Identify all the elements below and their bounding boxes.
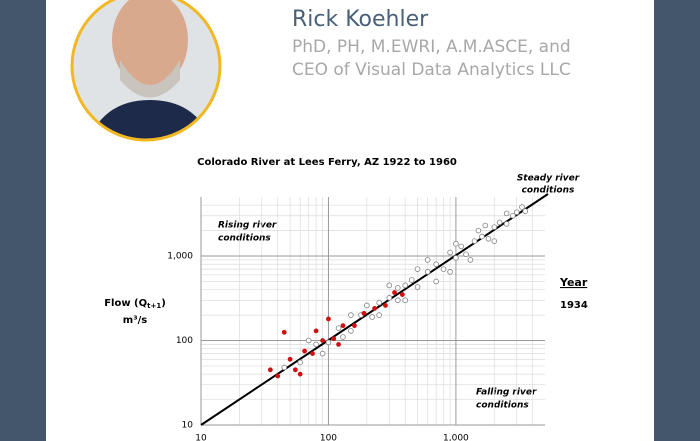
point (281, 329, 287, 335)
point (313, 341, 319, 348)
point (302, 348, 308, 354)
y-axis-unit: m³/s (123, 315, 147, 326)
annotation: Falling river (476, 388, 537, 398)
point (369, 314, 375, 320)
point (340, 334, 346, 340)
point (519, 204, 525, 210)
point (319, 350, 326, 357)
point (485, 236, 492, 242)
point (320, 338, 326, 343)
annotation: conditions (218, 234, 271, 244)
point (281, 364, 288, 371)
point (331, 336, 337, 342)
annotation: conditions (522, 186, 575, 196)
point (453, 240, 459, 247)
point (325, 339, 332, 346)
point (386, 295, 393, 301)
point (364, 302, 370, 309)
x-tick-label: 1,000 (443, 434, 469, 441)
y-tick-label: 100 (176, 336, 193, 346)
point (376, 312, 382, 318)
point (433, 261, 439, 268)
annotation: Rising river (218, 221, 277, 231)
point (395, 297, 401, 304)
point (491, 238, 498, 244)
chart-title: Colorado River at Lees Ferry, AZ 1922 to… (197, 157, 457, 168)
point (287, 356, 293, 362)
point (313, 328, 319, 334)
point (386, 282, 393, 289)
point (522, 208, 529, 214)
point (310, 351, 315, 357)
point (424, 257, 431, 263)
point (482, 222, 489, 229)
point (491, 224, 498, 230)
point (392, 290, 397, 295)
year-label: Year (559, 276, 588, 289)
point (372, 306, 377, 311)
point (510, 212, 516, 219)
x-tick-label: 100 (320, 434, 337, 441)
y-label-part: Flow (Q (104, 298, 147, 309)
point (453, 255, 459, 261)
annotation: conditions (476, 401, 529, 411)
point (475, 227, 482, 234)
name: Rick Koehler (292, 7, 429, 32)
point (471, 238, 478, 244)
point (275, 373, 281, 379)
point (297, 359, 303, 366)
point (348, 328, 354, 334)
point (414, 284, 421, 290)
point (496, 219, 503, 226)
point (513, 209, 520, 216)
credentials: PhD, PH, M.EWRI, A.M.ASCE, and (292, 37, 571, 57)
point (267, 367, 273, 373)
point (408, 277, 415, 283)
point (447, 269, 453, 275)
y-label-sub: t+1 (147, 302, 161, 310)
point (399, 292, 405, 297)
point (402, 297, 408, 304)
year: 1934 (560, 300, 588, 311)
y-label-part: ) (161, 298, 166, 309)
point (326, 316, 331, 322)
point (335, 325, 342, 331)
point (414, 266, 421, 272)
point (305, 337, 312, 344)
x-tick-label: 10 (195, 434, 207, 441)
point (348, 312, 354, 318)
point (440, 266, 447, 272)
point (503, 210, 510, 217)
point (383, 303, 388, 308)
point (402, 282, 408, 289)
point (463, 251, 469, 258)
point (297, 371, 303, 377)
point (336, 341, 341, 347)
y-axis-label: Flow (Qt+1) (104, 298, 166, 310)
point (376, 299, 382, 306)
point (447, 249, 453, 256)
credentials: CEO of Visual Data Analytics LLC (292, 60, 571, 80)
y-tick-label: 1,000 (167, 252, 193, 262)
point (467, 257, 474, 263)
side-bar (654, 0, 700, 441)
point (479, 233, 485, 240)
point (503, 221, 510, 227)
point (340, 323, 346, 329)
point (458, 243, 464, 250)
point (424, 269, 431, 275)
annotation: Steady river (517, 174, 580, 184)
point (352, 323, 357, 329)
y-tick-label: 10 (182, 421, 194, 431)
point (433, 278, 439, 285)
point (292, 367, 298, 373)
point (395, 285, 401, 291)
point (361, 310, 367, 316)
